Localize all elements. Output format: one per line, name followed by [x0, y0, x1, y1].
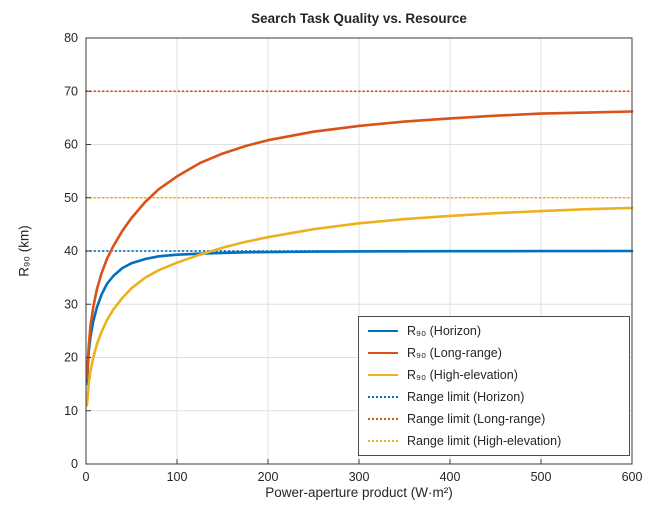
y-tick-label: 30: [64, 297, 78, 311]
legend-item-label: R₉₀ (High-elevation): [407, 367, 518, 382]
y-axis-label: R₉₀ (km): [16, 225, 32, 277]
legend-line-sample: [368, 396, 398, 398]
y-tick-label: 0: [71, 457, 78, 471]
legend-line-sample: [368, 440, 398, 442]
series-line-horizon: [85, 249, 634, 386]
y-tick-label: 40: [64, 244, 78, 258]
legend-item: Range limit (Long-range): [359, 408, 629, 430]
series-line-high-elevation: [85, 206, 634, 407]
x-tick-label: 400: [440, 470, 461, 484]
legend-line-sample: [368, 374, 398, 376]
legend-line-sample: [368, 418, 398, 420]
y-tick-label: 20: [64, 351, 78, 365]
x-tick-label: 0: [83, 470, 90, 484]
legend: R₉₀ (Horizon) R₉₀ (Long-range) R₉₀ (High-e…: [358, 316, 630, 456]
x-tick-label: 600: [622, 470, 643, 484]
legend-item-label: R₉₀ (Long-range): [407, 345, 502, 360]
legend-line-sample: [368, 330, 398, 332]
chart-title: Search Task Quality vs. Resource: [251, 11, 467, 26]
legend-item: R₉₀ (Long-range): [359, 342, 629, 364]
legend-item-label: Range limit (Long-range): [407, 411, 546, 426]
legend-item-label: R₉₀ (Horizon): [407, 323, 482, 338]
legend-item: Range limit (Horizon): [359, 386, 629, 408]
x-tick-label: 500: [531, 470, 552, 484]
y-tick-label: 50: [64, 191, 78, 205]
legend-line-sample: [368, 352, 398, 354]
x-tick-label: 100: [167, 470, 188, 484]
y-tick-label: 70: [64, 84, 78, 98]
y-tick-label: 80: [64, 31, 78, 45]
y-tick-label: 60: [64, 138, 78, 152]
legend-item: R₉₀ (High-elevation): [359, 364, 629, 386]
x-axis-label: Power-aperture product (W·m²): [265, 485, 453, 500]
x-tick-label: 200: [258, 470, 279, 484]
legend-item: Range limit (High-elevation): [359, 430, 629, 452]
legend-item-label: Range limit (High-elevation): [407, 433, 562, 448]
legend-item-label: Range limit (Horizon): [407, 389, 525, 404]
x-tick-label: 300: [349, 470, 370, 484]
legend-item: R₉₀ (Horizon): [359, 320, 629, 342]
y-tick-label: 10: [64, 404, 78, 418]
series-line-long-range: [85, 110, 634, 381]
